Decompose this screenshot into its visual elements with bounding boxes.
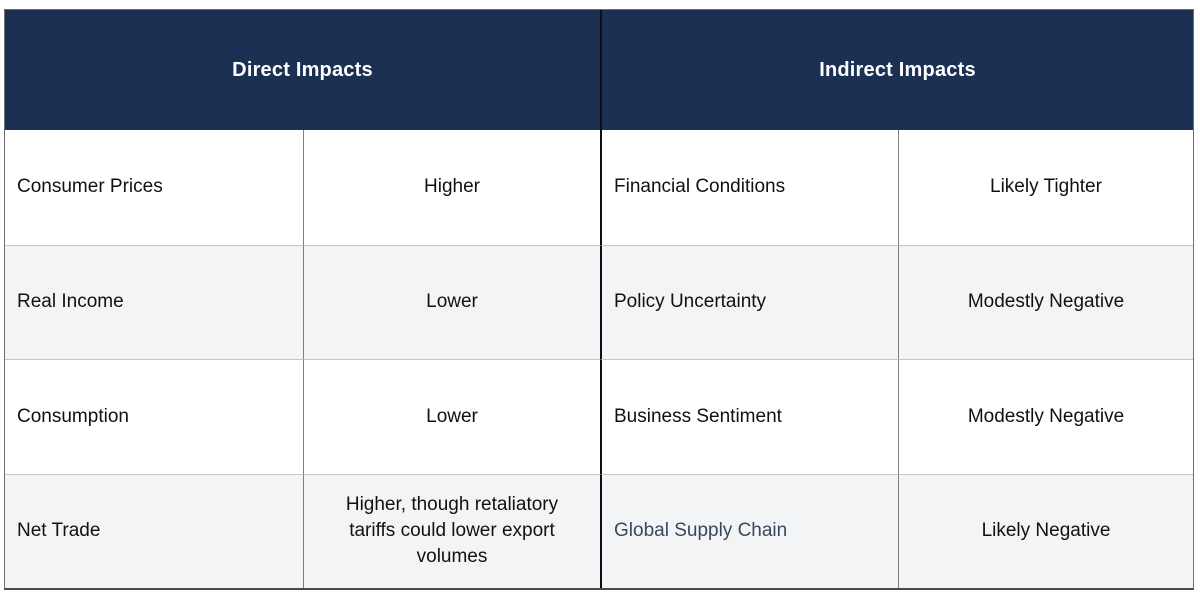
- indirect-impact-cell: Likely Negative: [898, 473, 1193, 588]
- direct-factor-cell: Real Income: [5, 244, 303, 359]
- tariff-impacts-table: Direct Impacts Indirect Impacts Consumer…: [4, 9, 1194, 590]
- indirect-factor-cell: Policy Uncertainty: [600, 244, 898, 359]
- direct-impact-cell: Lower: [303, 359, 600, 474]
- indirect-factor-cell: Global Supply Chain: [600, 473, 898, 588]
- direct-factor-cell: Consumer Prices: [5, 130, 303, 245]
- direct-impact-cell: Higher: [303, 130, 600, 245]
- indirect-factor-cell: Financial Conditions: [600, 130, 898, 245]
- indirect-impact-cell: Likely Tighter: [898, 130, 1193, 245]
- indirect-impacts-header: Indirect Impacts: [600, 10, 1193, 130]
- indirect-impact-cell: Modestly Negative: [898, 244, 1193, 359]
- direct-impact-cell: Higher, though retaliatory tariffs could…: [303, 473, 600, 588]
- direct-impact-cell: Lower: [303, 244, 600, 359]
- direct-impacts-header: Direct Impacts: [5, 10, 600, 130]
- indirect-factor-cell: Business Sentiment: [600, 359, 898, 474]
- direct-factor-cell: Net Trade: [5, 473, 303, 588]
- direct-factor-cell: Consumption: [5, 359, 303, 474]
- indirect-impact-cell: Modestly Negative: [898, 359, 1193, 474]
